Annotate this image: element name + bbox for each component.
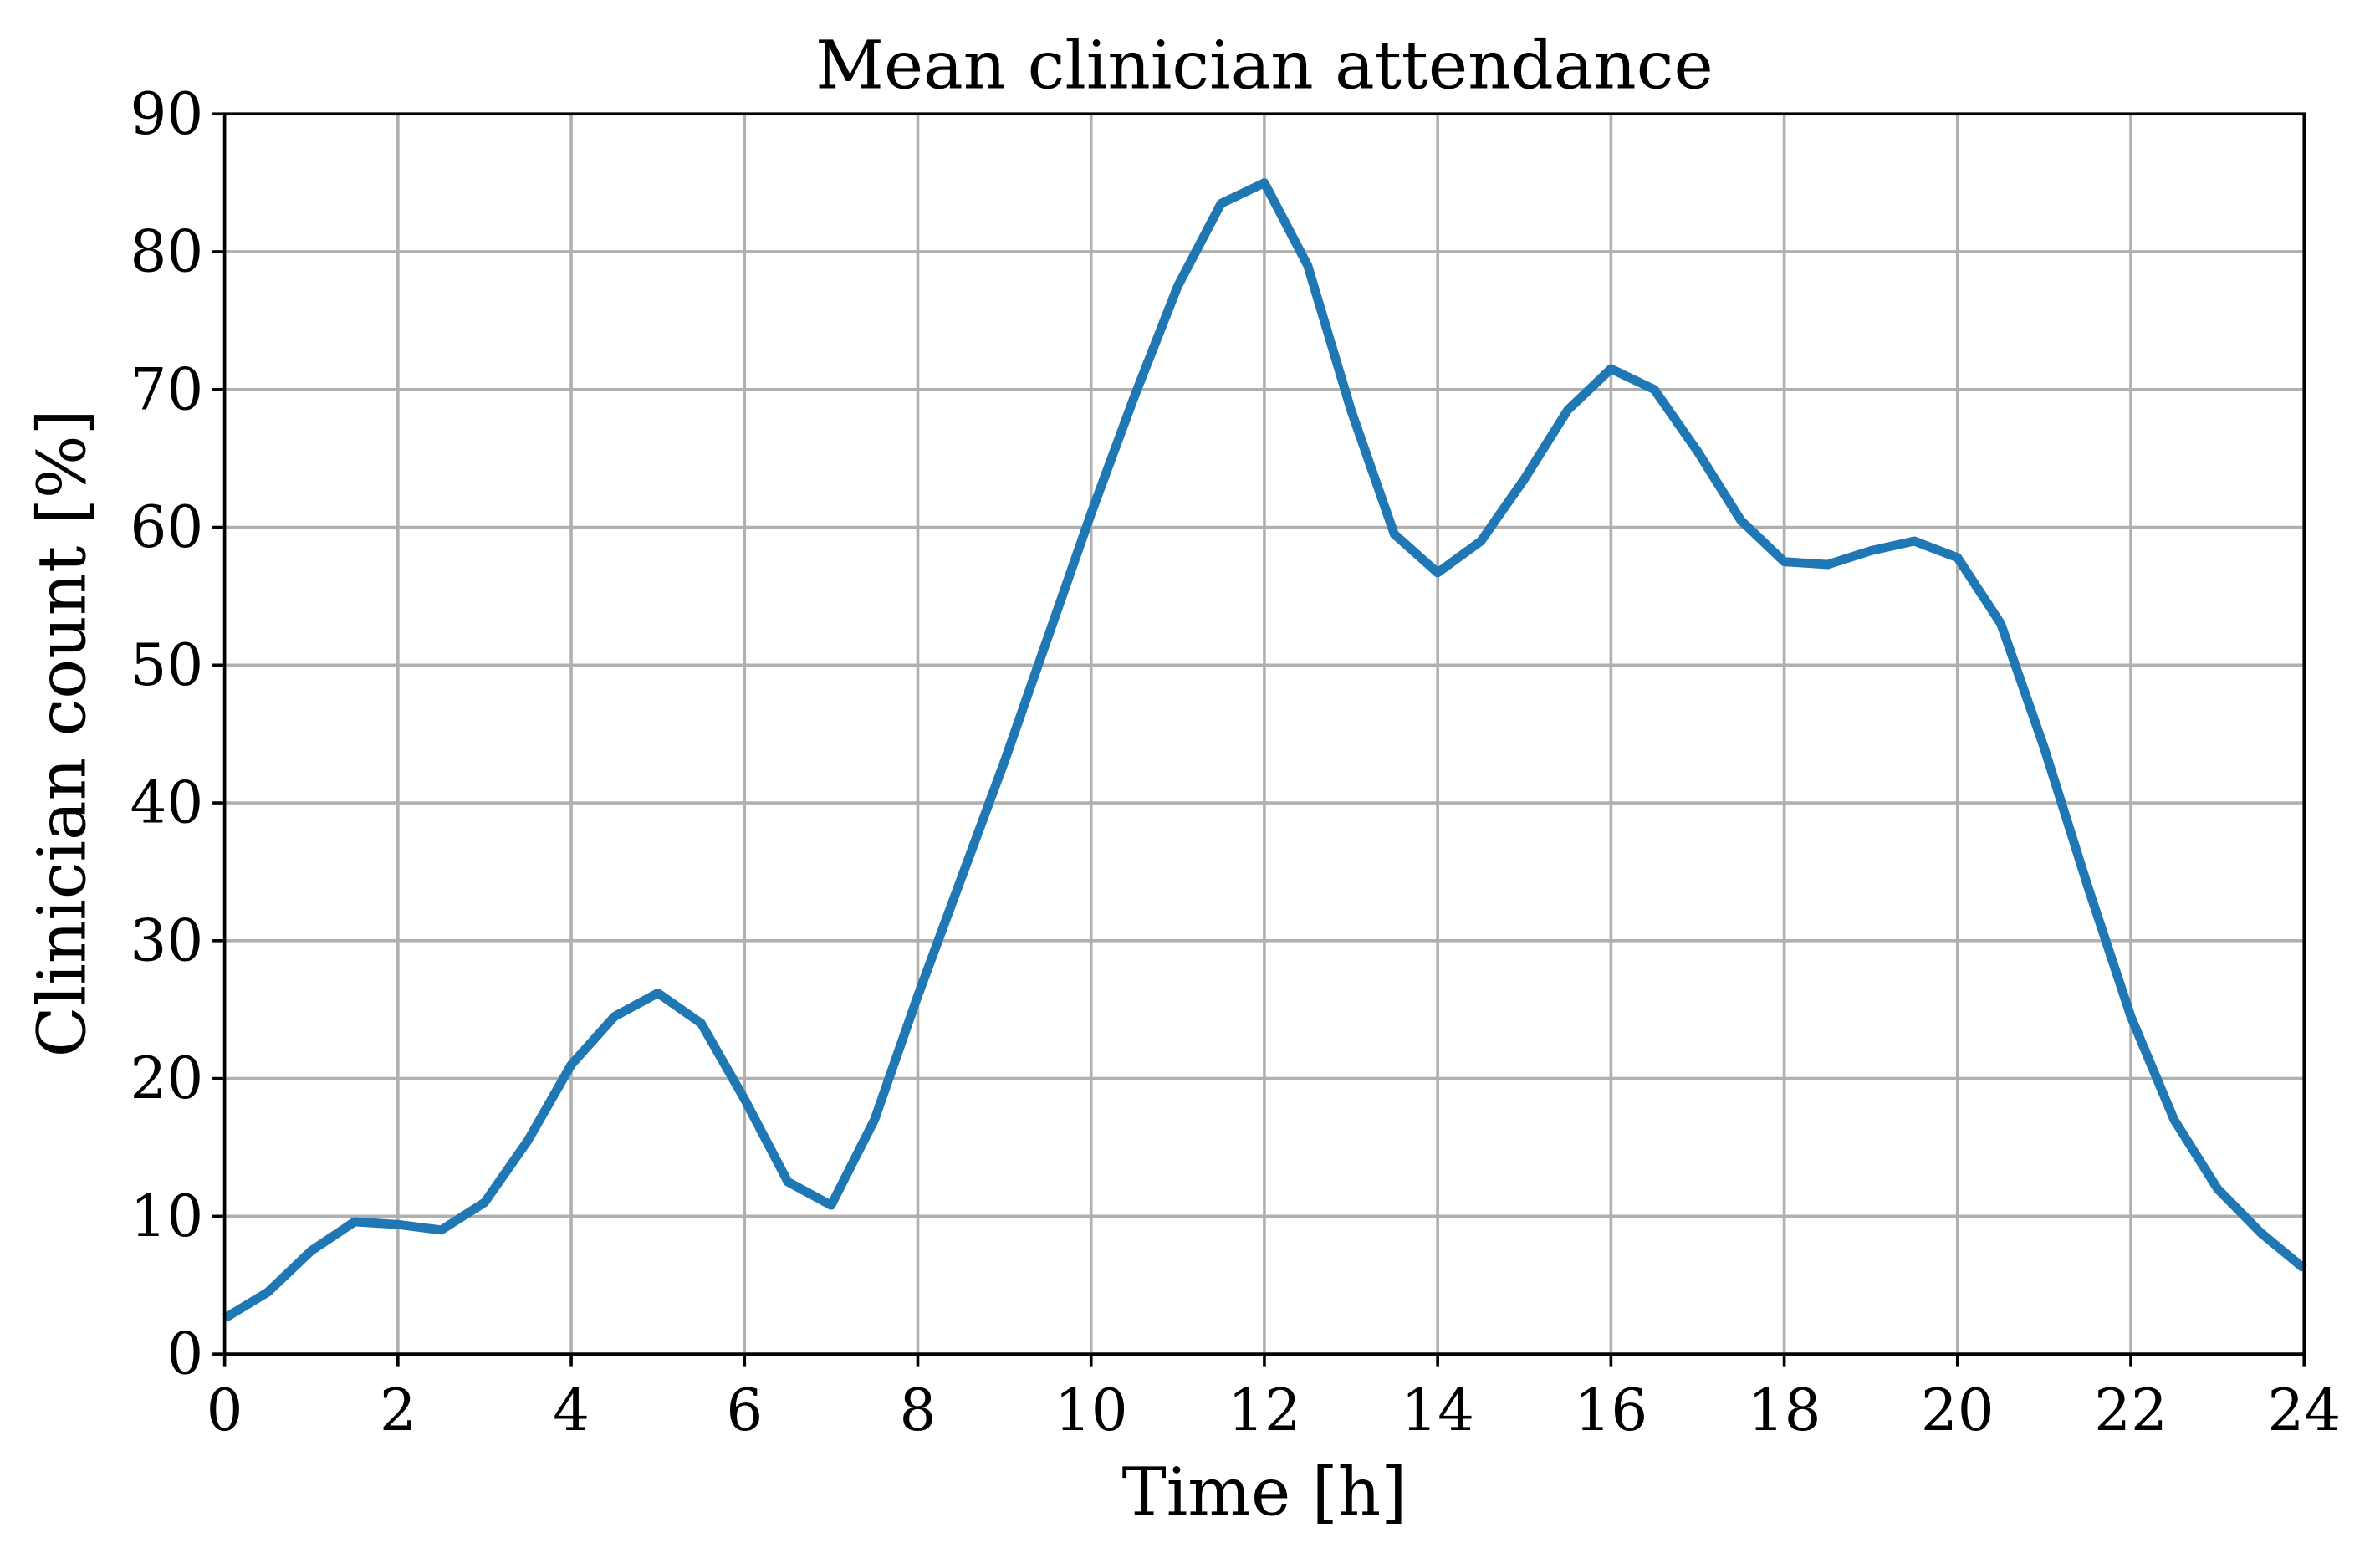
y-tick-label: 70 <box>130 356 203 423</box>
x-tick-label: 24 <box>2267 1377 2341 1444</box>
y-tick-label: 80 <box>130 219 203 286</box>
y-tick-label: 30 <box>130 907 203 974</box>
y-tick-label: 50 <box>130 632 203 699</box>
x-tick-label: 22 <box>2094 1377 2168 1444</box>
x-tick-label: 4 <box>553 1377 590 1444</box>
x-tick-label: 2 <box>380 1377 416 1444</box>
y-tick-label: 90 <box>130 81 203 148</box>
y-tick-label: 10 <box>130 1183 203 1250</box>
y-tick-label: 40 <box>130 770 203 837</box>
x-tick-label: 20 <box>1921 1377 1994 1444</box>
y-tick-label: 20 <box>130 1045 203 1112</box>
x-tick-label: 6 <box>726 1377 763 1444</box>
chart-title: Mean clinician attendance <box>815 26 1713 104</box>
x-tick-label: 8 <box>900 1377 937 1444</box>
y-tick-label: 0 <box>166 1321 203 1388</box>
y-axis-label: Clinician count [%] <box>23 409 101 1057</box>
x-tick-label: 10 <box>1055 1377 1128 1444</box>
x-tick-label: 16 <box>1574 1377 1647 1444</box>
x-tick-label: 12 <box>1228 1377 1301 1444</box>
x-tick-label: 18 <box>1748 1377 1821 1444</box>
x-axis-label: Time [h] <box>1121 1453 1407 1531</box>
data-line <box>222 178 2307 1322</box>
y-tick-label: 60 <box>130 494 203 561</box>
x-tick-label: 14 <box>1401 1377 1474 1444</box>
x-tick-label: 0 <box>207 1377 243 1444</box>
plot-frame <box>222 112 2306 1356</box>
